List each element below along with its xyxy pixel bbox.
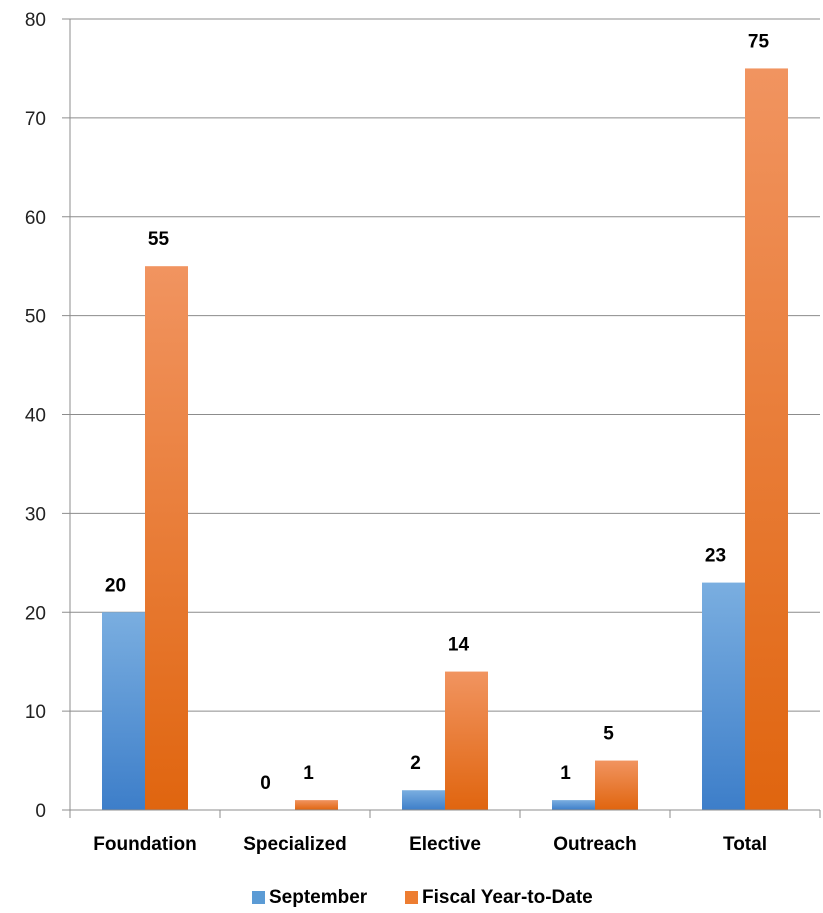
gridlines <box>70 18 820 712</box>
data-label: 55 <box>148 229 170 250</box>
axes <box>69 19 821 818</box>
bar-fiscal-ytd <box>445 671 488 810</box>
legend-swatch <box>252 891 265 904</box>
y-tick-label: 20 <box>25 603 46 624</box>
data-label: 75 <box>748 31 770 52</box>
y-tick-label: 40 <box>25 406 46 427</box>
data-label: 2 <box>410 753 421 774</box>
legend-label: September <box>269 887 368 908</box>
data-label: 14 <box>448 635 470 656</box>
bar-fiscal-ytd <box>145 266 188 810</box>
y-tick-label: 30 <box>25 504 46 525</box>
y-tick-label: 60 <box>25 208 46 229</box>
data-label: 0 <box>260 773 271 794</box>
data-labels: 20 55 0 1 2 14 1 5 23 75 <box>105 31 770 794</box>
bar-september <box>102 612 145 810</box>
x-category-label: Foundation <box>93 834 196 855</box>
y-tick-label: 10 <box>25 702 46 723</box>
y-tick-label: 0 <box>35 801 46 822</box>
x-category-label: Elective <box>409 834 481 855</box>
x-axis-labels: Foundation Specialized Elective Outreach Tot… <box>93 834 767 855</box>
bar-september <box>552 800 595 810</box>
legend-label: Fiscal Year-to-Date <box>422 887 593 908</box>
y-tick-label: 70 <box>25 109 46 130</box>
bars <box>102 68 788 810</box>
y-tick-label: 50 <box>25 307 46 328</box>
data-label: 1 <box>303 763 314 784</box>
bar-fiscal-ytd <box>295 800 338 810</box>
bar-fiscal-ytd <box>745 68 788 810</box>
bar-fiscal-ytd <box>595 760 638 810</box>
data-label: 1 <box>560 763 571 784</box>
x-category-label: Outreach <box>553 834 636 855</box>
bar-september <box>702 582 745 810</box>
y-axis-ticks: 0 10 20 30 40 50 60 70 80 <box>25 10 70 822</box>
data-label: 20 <box>105 575 126 596</box>
legend-swatch <box>405 891 418 904</box>
legend: September Fiscal Year-to-Date <box>252 887 593 908</box>
x-category-label: Total <box>723 834 767 855</box>
y-tick-label: 80 <box>25 10 46 31</box>
bar-september <box>402 790 445 810</box>
x-category-label: Specialized <box>243 834 347 855</box>
data-label: 5 <box>603 724 614 745</box>
data-label: 23 <box>705 546 726 567</box>
